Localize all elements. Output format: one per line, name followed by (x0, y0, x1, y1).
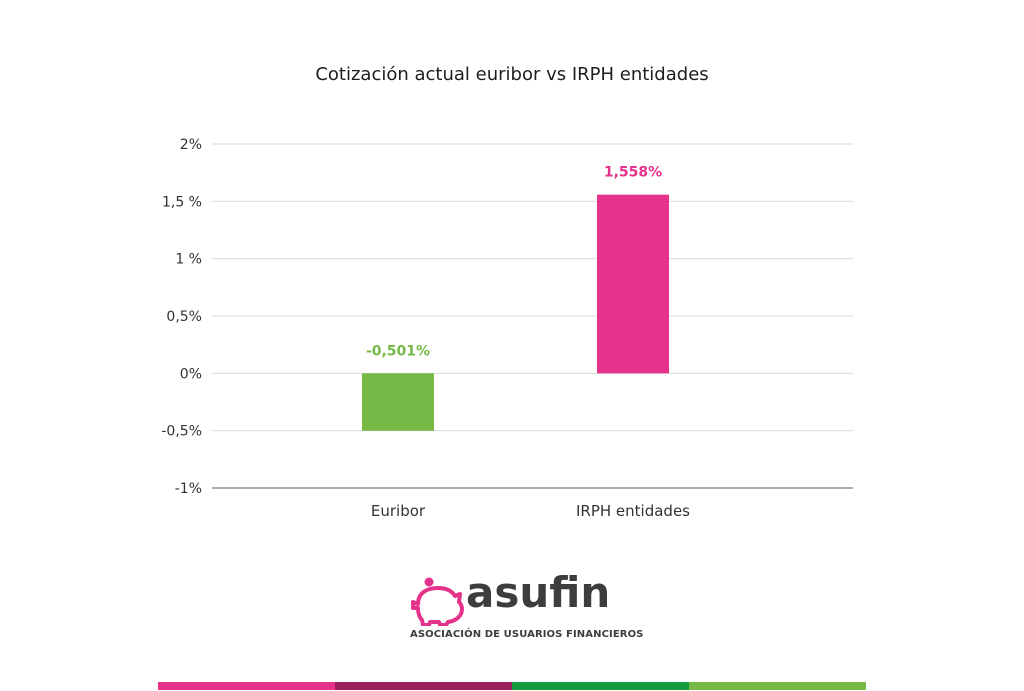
footer-segment (158, 682, 335, 690)
piggy-bank-icon (411, 577, 464, 626)
footer-segment (512, 682, 689, 690)
asufin-logo: asufin ASOCIACIÓN DE USUARIOS FINANCIERO… (410, 568, 644, 646)
y-tick-label: 0% (180, 366, 202, 382)
bar-chart: 2% 1,5 % 1 % 0,5% 0% -0,5% -1% -0,501% Euribor 1,… (161, 137, 853, 520)
chart-title: Cotización actual euribor vs IRPH entida… (315, 64, 709, 85)
footer-color-bar (158, 682, 866, 690)
y-tick-label: 2% (180, 137, 202, 153)
data-label: -0,501% (366, 343, 430, 359)
y-tick-label: 1,5 % (162, 194, 202, 210)
bar (597, 194, 669, 374)
footer-segment (335, 682, 512, 690)
footer-segment (689, 682, 866, 690)
y-tick-label: 1 % (175, 252, 202, 268)
x-category-label: Euribor (371, 502, 426, 520)
x-category-label: IRPH entidades (576, 502, 690, 520)
bar (362, 373, 434, 431)
data-label: 1,558% (604, 165, 662, 181)
y-tick-label: -0,5% (161, 424, 202, 440)
y-tick-label: -1% (175, 481, 202, 497)
y-tick-label: 0,5% (166, 309, 202, 325)
logo-wordmark: asufin (466, 568, 611, 617)
logo-tagline: ASOCIACIÓN DE USUARIOS FINANCIEROS (410, 629, 644, 640)
